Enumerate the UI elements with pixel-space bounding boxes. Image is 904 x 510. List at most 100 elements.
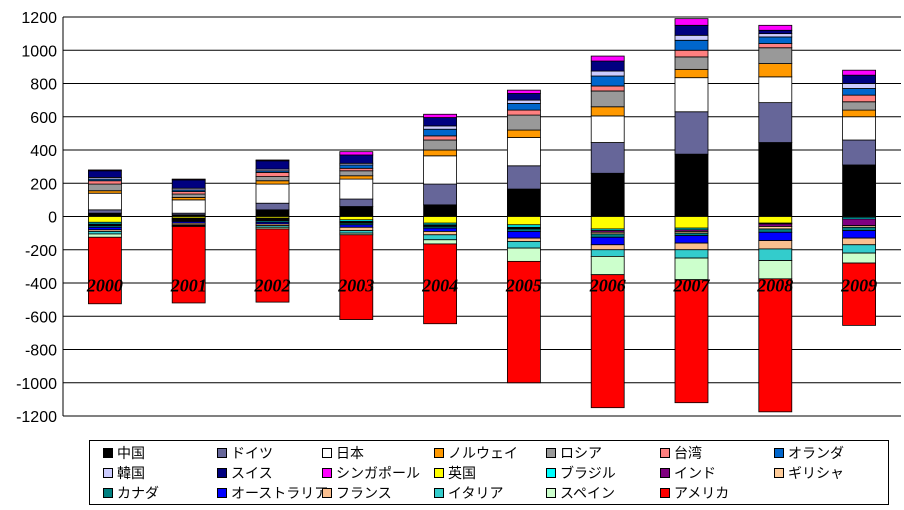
bar-segment xyxy=(506,216,541,226)
y-tick-label: -600 xyxy=(25,309,57,326)
y-tick-label: -200 xyxy=(25,243,57,260)
legend-item: オランダ xyxy=(774,444,844,462)
legend-item: ブラジル xyxy=(546,464,616,482)
bar-segment xyxy=(842,101,876,111)
bar-segment xyxy=(674,68,709,79)
bar-segment xyxy=(674,34,709,41)
legend-label: ノルウェイ xyxy=(448,446,518,462)
bar-segment xyxy=(758,33,793,38)
bar-segment xyxy=(590,249,625,257)
bar-segment xyxy=(506,103,541,111)
x-category-label: 2001 xyxy=(170,275,207,295)
bar-segment xyxy=(590,172,625,217)
legend-item: 台湾 xyxy=(660,444,702,462)
legend-swatch xyxy=(546,448,556,458)
bar-segment xyxy=(842,262,876,326)
legend-label: インド xyxy=(674,466,716,482)
bar-segment xyxy=(590,233,625,238)
bar-segment xyxy=(506,89,541,94)
bar-segment xyxy=(842,244,876,254)
legend-label: 中国 xyxy=(117,446,145,462)
legend-swatch xyxy=(322,488,332,498)
x-category-label: 2005 xyxy=(505,275,542,295)
legend-item: ギリシャ xyxy=(774,464,844,482)
legend-swatch xyxy=(660,488,670,498)
bar-segment xyxy=(758,278,793,413)
legend-label: 日本 xyxy=(336,446,364,462)
bar-segment xyxy=(506,247,541,262)
bar-segment xyxy=(842,252,876,264)
bar-segment xyxy=(255,209,290,217)
legend-label: ギリシャ xyxy=(788,466,844,482)
legend-label: 台湾 xyxy=(674,446,702,462)
bar-segment xyxy=(590,216,625,230)
bar-segment xyxy=(88,169,122,172)
y-tick-label: -400 xyxy=(25,276,57,293)
bar-segment xyxy=(842,94,876,103)
legend-swatch xyxy=(546,488,556,498)
bar-segment xyxy=(674,242,709,251)
bar-segment xyxy=(842,69,876,76)
bar-segment xyxy=(590,60,625,72)
bar-segment xyxy=(506,114,541,131)
bar-segment xyxy=(339,234,374,320)
legend-item: イタリア xyxy=(434,484,503,502)
legend-label: オランダ xyxy=(788,446,844,462)
bar-segment xyxy=(423,139,458,151)
legend-item: カナダ xyxy=(103,484,159,502)
bar-segment xyxy=(506,241,541,249)
bar-segment xyxy=(674,111,709,155)
legend-label: オーストラリア xyxy=(231,486,329,502)
legend-label: カナダ xyxy=(117,486,159,502)
bar-segment xyxy=(255,160,290,170)
y-tick-label: 800 xyxy=(30,77,57,94)
bar-segment xyxy=(423,227,458,232)
legend-item: スペイン xyxy=(546,484,615,502)
legend-swatch xyxy=(774,468,784,478)
bar-segment xyxy=(590,274,625,409)
legend-item: 中国 xyxy=(103,444,145,462)
bar-segment xyxy=(423,234,458,241)
bar-segment xyxy=(506,137,541,167)
bar-segment xyxy=(423,125,458,130)
bar-segment xyxy=(842,164,876,217)
bar-segment xyxy=(339,226,374,232)
legend-item: ロシア xyxy=(546,444,602,462)
bar-segment xyxy=(590,244,625,251)
bar-segment xyxy=(88,180,122,185)
legend-swatch xyxy=(103,468,113,478)
x-category-label: 2003 xyxy=(337,275,374,295)
legend-item: オーストラリア xyxy=(217,484,328,502)
legend-label: ロシア xyxy=(560,446,602,462)
legend-item: 日本 xyxy=(322,444,364,462)
bar-segment xyxy=(674,56,709,70)
x-category-label: 2007 xyxy=(673,275,711,295)
legend-item: 英国 xyxy=(434,464,476,482)
legend-label: 韓国 xyxy=(117,466,145,482)
bar-segment xyxy=(758,47,793,64)
bar-segment xyxy=(674,77,709,113)
bar-segment xyxy=(842,226,876,232)
legend-swatch xyxy=(217,488,227,498)
bar-segment xyxy=(255,172,290,178)
y-tick-label: 200 xyxy=(30,176,57,193)
bar-segment xyxy=(842,83,876,89)
bar-segment xyxy=(674,39,709,51)
bar-segment xyxy=(758,76,793,104)
bar-segment xyxy=(171,193,206,198)
bar-segment xyxy=(674,235,709,244)
bar-segment xyxy=(339,198,374,207)
bar-segment xyxy=(339,170,374,177)
bar-segment xyxy=(674,18,709,26)
bar-segment xyxy=(339,206,374,217)
bar-segment xyxy=(506,260,541,384)
bar-segment xyxy=(88,209,122,214)
y-tick-label: 0 xyxy=(48,210,57,227)
x-category-label: 2004 xyxy=(421,275,458,295)
bar-segment xyxy=(171,226,206,304)
legend-swatch xyxy=(434,448,444,458)
bar-segment xyxy=(423,216,458,224)
bar-segment xyxy=(590,55,625,62)
bar-segment xyxy=(590,106,625,117)
legend-swatch xyxy=(774,448,784,458)
